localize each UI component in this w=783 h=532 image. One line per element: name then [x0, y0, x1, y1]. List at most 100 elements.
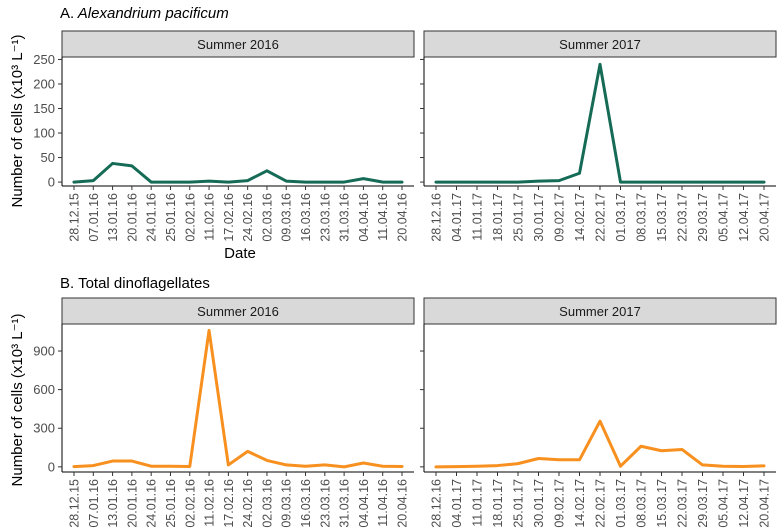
data-point [381, 465, 384, 468]
x-tick-label: 23.03.16 [318, 479, 332, 528]
data-point [496, 464, 499, 467]
x-tick-label: 20.04.16 [396, 193, 410, 242]
x-tick-label: 28.12.15 [68, 479, 82, 528]
x-tick-label: 17.02.16 [222, 193, 236, 242]
data-point [557, 179, 561, 182]
data-point [265, 459, 269, 462]
data-point [400, 180, 404, 184]
x-tick-label: 23.03.16 [318, 193, 332, 242]
x-tick-label: 25.01.17 [512, 193, 526, 242]
data-point [598, 419, 602, 423]
data-point [762, 464, 766, 468]
x-tick-label: 08.03.17 [635, 193, 649, 242]
facet-strip [423, 297, 777, 325]
y-tick-label: 900 [33, 344, 55, 359]
data-point [227, 463, 230, 467]
data-point [207, 329, 211, 332]
panel-title-text: A. [60, 5, 74, 22]
x-tick-label: 20.01.16 [125, 193, 139, 242]
facet-title: Summer 2016 [197, 37, 279, 52]
x-tick-label: 12.04.17 [737, 479, 751, 528]
data-point [660, 449, 663, 452]
data-point [130, 459, 134, 463]
data-point [742, 180, 745, 184]
x-tick-label: 05.04.17 [717, 479, 731, 528]
data-point [227, 180, 230, 184]
x-tick-label: 28.12.16 [430, 193, 444, 242]
x-tick-label: 24.01.16 [145, 193, 159, 242]
data-point [285, 179, 288, 183]
x-tick-label: 02.02.16 [183, 479, 197, 528]
x-tick-label: 11.04.16 [376, 193, 390, 241]
x-tick-label: 09.02.17 [553, 193, 567, 242]
data-point [169, 465, 172, 468]
facet-strip [61, 297, 415, 325]
data-point [516, 462, 520, 465]
x-tick-label: 24.01.16 [145, 479, 159, 528]
y-tick-label: 100 [33, 126, 55, 141]
x-tick-label: 01.03.17 [614, 193, 628, 242]
x-tick-label: 30.01.17 [532, 193, 546, 242]
x-tick-label: 20.04.17 [758, 193, 772, 242]
data-point [188, 180, 191, 184]
x-tick-label: 25.01.16 [164, 479, 178, 528]
data-point [578, 172, 581, 175]
x-tick-label: 24.02.16 [241, 479, 255, 528]
data-point [639, 445, 643, 448]
data-point [285, 463, 288, 467]
x-tick-label: 15.03.17 [655, 193, 669, 242]
data-point [496, 180, 499, 184]
series-line [72, 328, 404, 469]
x-tick-label: 31.03.16 [338, 193, 352, 242]
y-tick-label: 300 [33, 421, 55, 436]
y-tick-label: 0 [48, 175, 55, 190]
x-axis-label: Date [224, 245, 256, 262]
x-tick-label: 04.01.17 [450, 479, 464, 528]
data-point [680, 448, 684, 451]
data-point [537, 179, 540, 183]
data-point [111, 162, 114, 165]
x-tick-label: 11.02.16 [203, 193, 217, 241]
data-point [342, 465, 346, 469]
data-point [434, 465, 438, 469]
y-axis-label: Number of cells (x10³ L⁻¹) [9, 35, 26, 208]
data-point [455, 180, 458, 184]
data-point [639, 180, 643, 184]
x-tick-label: 02.02.16 [183, 193, 197, 242]
x-tick-label: 22.03.17 [676, 479, 690, 528]
x-tick-label: 31.03.16 [338, 479, 352, 528]
data-point [557, 458, 561, 461]
facet-2016: Summer 2016 0 50 100 150 200 250 28.12.15 07.01.… [33, 30, 415, 242]
data-point [762, 180, 766, 184]
x-tick-label: 28.12.16 [430, 479, 444, 528]
x-tick-label: 22.02.17 [594, 193, 608, 242]
x-tick-label: 25.01.16 [164, 193, 178, 242]
data-point [516, 180, 520, 184]
x-tick-label: 13.01.16 [106, 479, 120, 528]
panel-title: A. Alexandrium pacificum [60, 5, 229, 22]
x-tick-label: 04.01.17 [450, 193, 464, 242]
data-point [400, 465, 404, 468]
data-point [362, 461, 365, 465]
x-tick-label: 08.03.17 [635, 479, 649, 528]
data-point [304, 180, 307, 184]
x-tick-label: 22.02.17 [594, 479, 608, 528]
data-point [701, 463, 704, 467]
x-tick-label: 16.03.16 [299, 193, 313, 242]
data-point [169, 180, 172, 184]
data-point [323, 180, 327, 184]
x-tick-label: 07.01.16 [87, 193, 101, 242]
data-point [130, 164, 134, 168]
x-tick-label: 11.02.16 [203, 479, 217, 527]
data-point [455, 465, 458, 468]
x-tick-label: 02.03.16 [260, 479, 274, 528]
x-tick-label: 18.01.17 [491, 479, 505, 528]
data-point [475, 465, 479, 468]
series-line [434, 419, 766, 469]
data-point [342, 180, 346, 184]
x-tick-label: 16.03.16 [299, 479, 313, 528]
facet-title: Summer 2017 [559, 37, 641, 52]
panel-a: A. Alexandrium pacificum Number of cells … [9, 5, 777, 262]
series-line [434, 62, 766, 184]
x-tick-label: 04.04.16 [357, 193, 371, 242]
